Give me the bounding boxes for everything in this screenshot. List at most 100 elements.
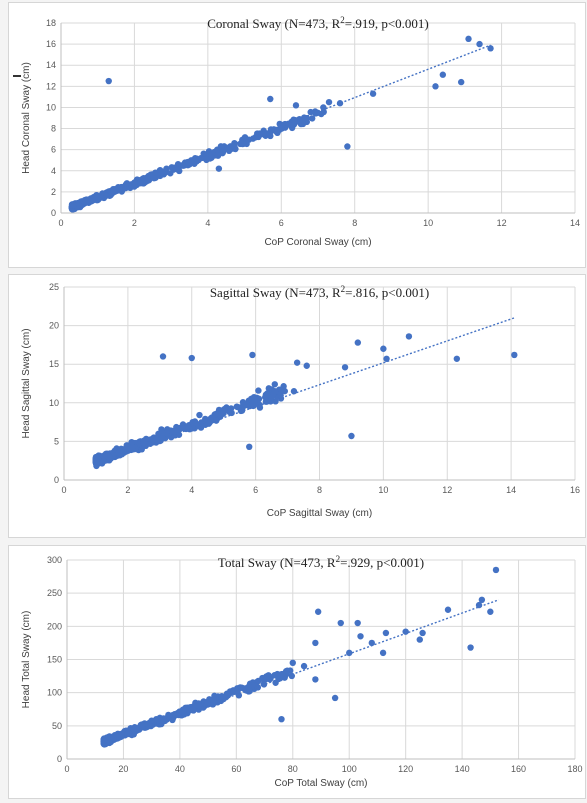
y-tick-label: 2: [51, 187, 56, 197]
y-tick-label: 12: [46, 81, 56, 91]
x-tick-label: 10: [423, 218, 433, 228]
data-point: [336, 100, 344, 107]
data-point: [278, 716, 285, 723]
data-point: [125, 730, 132, 737]
data-point: [84, 196, 92, 203]
y-tick-label: 150: [47, 655, 62, 665]
data-point: [263, 130, 271, 137]
x-tick-label: 4: [189, 485, 194, 495]
x-tick-label: 6: [253, 485, 258, 495]
data-point: [175, 431, 183, 438]
data-point: [150, 175, 158, 182]
data-point: [511, 351, 518, 359]
data-point: [220, 410, 227, 417]
total-sway-chart: 0 50 100 150 200 250 300 0 20 40 60 80 100 120 140 160 1…: [8, 545, 586, 799]
data-point: [369, 90, 377, 97]
x-tick-label: 160: [511, 764, 526, 774]
y-axis-label: Head Sagittal Sway (cm): [21, 328, 32, 438]
data-point: [132, 724, 139, 732]
x-tick-label: 180: [567, 764, 582, 774]
data-point: [159, 353, 167, 360]
x-axis-label: CoP Total Sway (cm): [275, 778, 368, 789]
y-tick-label: 18: [46, 18, 56, 28]
data-point: [185, 706, 192, 714]
y-tick-label: 15: [49, 359, 59, 369]
x-tick-label: 14: [570, 218, 580, 228]
data-point: [320, 104, 327, 111]
data-point: [266, 676, 273, 683]
data-point: [303, 362, 310, 369]
data-point: [95, 194, 102, 201]
x-tick-label: 2: [132, 218, 137, 228]
x-tick-label: 8: [352, 218, 357, 228]
data-point: [380, 345, 387, 352]
data-point: [108, 189, 115, 196]
data-point: [354, 619, 361, 627]
data-point: [354, 339, 362, 346]
data-point: [131, 179, 138, 186]
data-point: [188, 354, 195, 362]
data-point: [271, 388, 279, 395]
trendline: [95, 317, 515, 463]
x-tick-label: 20: [118, 764, 128, 774]
coronal-sway-chart: 0 2 4 6 8 10 12 14 16 18 0 2 4 6 8 10 12 14 Coronal Sway (…: [8, 2, 586, 268]
data-point: [368, 639, 375, 647]
y-tick-label: 6: [51, 145, 56, 155]
data-point: [278, 125, 285, 132]
data-point: [251, 398, 258, 405]
data-point: [208, 154, 215, 161]
x-tick-label: 12: [497, 218, 507, 228]
y-axis-label: Head Coronal Sway (cm): [21, 62, 32, 174]
data-point: [379, 649, 387, 657]
data-point: [292, 102, 300, 109]
data-point: [314, 608, 322, 615]
x-tick-label: 100: [342, 764, 357, 774]
chart-title: Total Sway (N=473, R2=.929, p<0.001): [218, 554, 424, 570]
data-point: [312, 639, 319, 647]
data-point: [246, 443, 253, 451]
data-point: [255, 387, 262, 394]
x-tick-label: 40: [175, 764, 185, 774]
data-point: [153, 436, 160, 443]
data-point: [264, 390, 271, 397]
data-point: [202, 415, 209, 423]
data-point: [487, 45, 494, 52]
data-point: [219, 149, 226, 156]
data-point: [196, 411, 203, 419]
data-point: [457, 78, 465, 86]
edge-marker: [13, 75, 21, 77]
data-point: [344, 143, 351, 150]
x-tick-label: 60: [231, 764, 241, 774]
data-point: [136, 179, 143, 186]
data-point: [207, 415, 214, 423]
chart-title: Sagittal Sway (N=473, R2=.816, p<0.001): [210, 284, 429, 300]
x-tick-label: 14: [506, 485, 516, 495]
data-point: [189, 418, 196, 426]
x-tick-label: 0: [58, 218, 63, 228]
x-tick-label: 10: [378, 485, 388, 495]
y-tick-label: 200: [47, 621, 62, 631]
y-tick-label: 16: [46, 39, 56, 49]
data-point: [341, 364, 349, 371]
y-tick-label: 5: [54, 436, 59, 446]
coronal-sway-plot: 0 2 4 6 8 10 12 14 16 18 0 2 4 6 8 10 12 14 Coronal Sway (…: [21, 15, 580, 248]
y-tick-label: 25: [49, 282, 59, 292]
x-tick-label: 140: [455, 764, 470, 774]
y-tick-label: 20: [49, 321, 59, 331]
x-tick-label: 16: [570, 485, 580, 495]
x-tick-label: 80: [288, 764, 298, 774]
data-point: [233, 688, 241, 695]
data-point: [439, 71, 447, 78]
data-point: [174, 166, 181, 173]
data-point: [383, 355, 390, 362]
data-point: [348, 432, 355, 440]
data-point: [152, 169, 159, 176]
data-point: [416, 636, 423, 643]
total-sway-plot: 0 50 100 150 200 250 300 0 20 40 60 80 100 120 140 160 1…: [21, 554, 583, 789]
data-point: [307, 108, 314, 116]
data-point: [255, 133, 262, 141]
data-point: [284, 667, 291, 674]
data-point: [226, 408, 233, 416]
data-point: [444, 606, 452, 613]
data-point: [141, 720, 148, 727]
